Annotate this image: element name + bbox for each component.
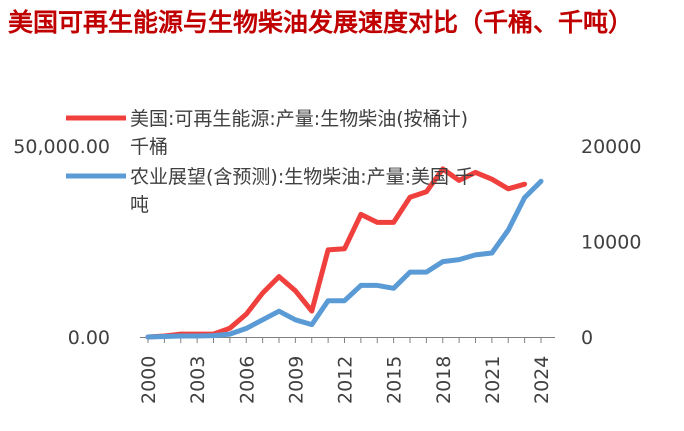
right-axis-label: 10000 <box>581 232 641 254</box>
series-line-biodiesel-kbbl <box>145 166 528 340</box>
x-tick-label: 2021 <box>482 356 504 404</box>
legend-label: 农业展望(含预测):生物柴油:产量:美国 千 <box>130 166 474 188</box>
x-tick-label: 2006 <box>236 356 258 404</box>
series-group <box>145 166 544 340</box>
x-tick-label: 2012 <box>335 356 357 404</box>
x-tick-label: 2009 <box>285 356 307 404</box>
right-axis-label: 20000 <box>581 136 641 158</box>
chart-title: 美国可再生能源与生物柴油发展速度对比（千桶、千吨） <box>8 8 634 37</box>
legend-label: 美国:可再生能源:产量:生物柴油(按桶计) <box>130 108 468 130</box>
axes: 2000 2003 2006 2009 2012 2015 2018 2021 2024 0.00… <box>13 136 641 404</box>
left-axis-label: 0.00 <box>68 327 110 349</box>
legend: 美国:可再生能源:产量:生物柴油(按桶计) 千桶农业展望(含预测):生物柴油:产量… <box>66 108 474 216</box>
series-line-biodiesel-kt <box>145 178 544 340</box>
left-axis-label: 50,000.00 <box>13 136 110 158</box>
legend-label-unit: 吨 <box>130 194 149 216</box>
x-tick-label: 2015 <box>384 356 406 404</box>
x-tick-label: 2000 <box>138 356 160 404</box>
x-tick-label: 2018 <box>433 356 455 404</box>
legend-label-unit: 千桶 <box>130 136 168 158</box>
right-axis-label: 0 <box>581 327 593 349</box>
x-tick-label: 2003 <box>187 356 209 404</box>
x-tick-label: 2024 <box>531 356 553 404</box>
